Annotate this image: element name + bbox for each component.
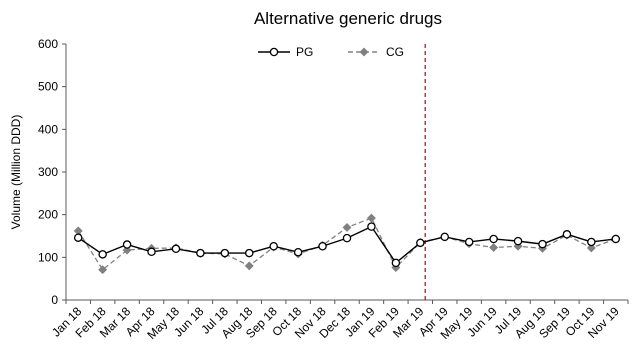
legend-marker-pg — [269, 47, 279, 57]
data-point-pg — [391, 258, 401, 268]
data-point-pg — [147, 247, 156, 257]
legend-item-pg: PG — [258, 45, 313, 59]
data-point-pg — [587, 237, 596, 247]
data-point-cg — [366, 213, 376, 223]
data-point-pg — [98, 250, 107, 259]
y-tick-label: 400 — [38, 122, 58, 136]
data-point-pg — [440, 232, 449, 242]
data-point-pg — [73, 233, 83, 242]
legend-marker-cg — [359, 47, 369, 57]
data-point-pg — [196, 248, 205, 258]
data-point-pg — [293, 247, 303, 257]
data-point-pg — [342, 233, 352, 243]
data-point-pg — [245, 248, 254, 258]
y-tick-label: 100 — [38, 250, 58, 264]
legend-label-cg: CG — [386, 45, 404, 59]
data-point-pg — [367, 222, 376, 231]
data-point-pg — [416, 238, 425, 248]
y-tick-label: 0 — [51, 293, 58, 307]
data-point-pg — [171, 244, 181, 254]
y-axis-title: Volume (Million DDD) — [9, 115, 23, 230]
data-point-pg — [611, 234, 621, 244]
series-line-pg — [77, 225, 616, 264]
data-point-pg — [538, 239, 547, 249]
data-point-pg — [318, 241, 327, 251]
data-point-pg — [464, 237, 474, 247]
y-tick-label: 300 — [38, 165, 58, 179]
data-point-cg — [244, 261, 254, 271]
y-tick-label: 600 — [38, 37, 58, 51]
data-point-pg — [220, 248, 230, 258]
data-point-cg — [342, 222, 352, 233]
chart-title: Alternative generic drugs — [254, 9, 442, 28]
legend-label-pg: PG — [296, 45, 313, 59]
data-point-cg — [98, 265, 108, 275]
legend-item-cg: CG — [348, 45, 404, 59]
data-point-pg — [122, 240, 132, 249]
data-point-pg — [489, 234, 498, 244]
y-tick-label: 200 — [38, 208, 58, 222]
data-point-cg — [489, 242, 499, 253]
data-point-pg — [562, 230, 572, 239]
data-point-pg — [269, 241, 278, 251]
legend: PG CG — [258, 45, 404, 59]
data-point-cg — [586, 243, 596, 253]
data-point-pg — [513, 236, 523, 246]
y-tick-label: 500 — [38, 80, 58, 94]
series-pg — [73, 222, 621, 268]
